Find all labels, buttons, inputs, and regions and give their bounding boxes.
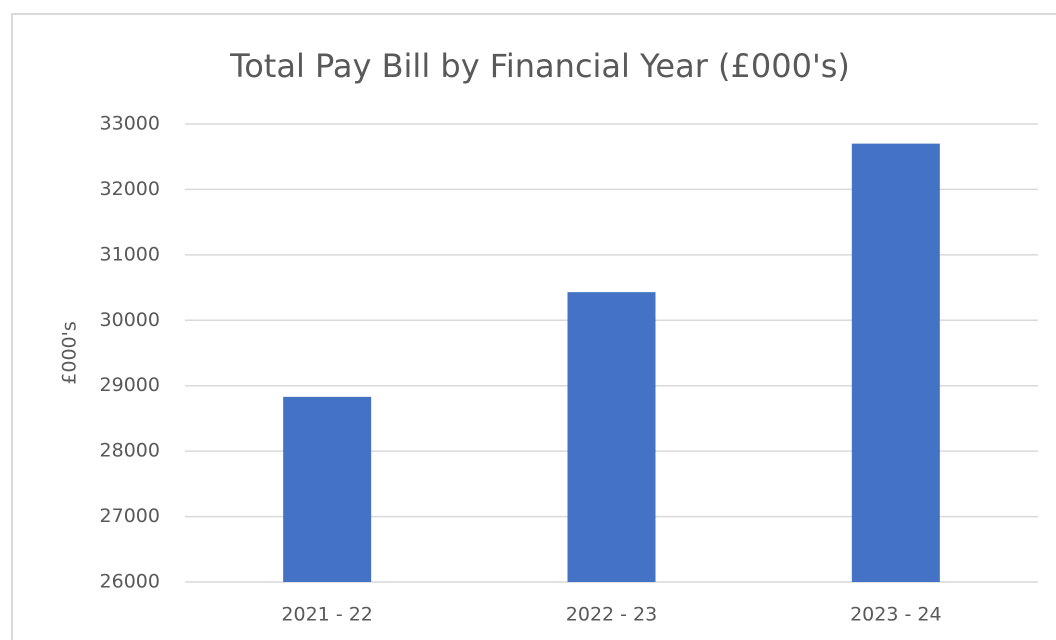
bar	[851, 143, 940, 582]
y-tick-label: 26000	[100, 571, 160, 593]
chart-title: Total Pay Bill by Financial Year (£000's…	[229, 47, 850, 85]
bar	[567, 292, 656, 582]
y-axis-title: £000's	[59, 321, 81, 384]
y-tick-label: 29000	[100, 374, 160, 396]
x-tick-label: 2021 - 22	[281, 604, 372, 626]
y-tick-label: 30000	[100, 309, 160, 331]
x-tick-label: 2023 - 24	[850, 604, 941, 626]
y-tick-label: 32000	[100, 178, 160, 200]
bar	[283, 396, 372, 582]
y-tick-label: 33000	[100, 113, 160, 135]
y-tick-label: 31000	[100, 243, 160, 265]
y-tick-label: 28000	[100, 440, 160, 462]
x-tick-label: 2022 - 23	[566, 604, 657, 626]
chart-frame	[11, 13, 1056, 640]
y-tick-label: 27000	[100, 505, 160, 527]
